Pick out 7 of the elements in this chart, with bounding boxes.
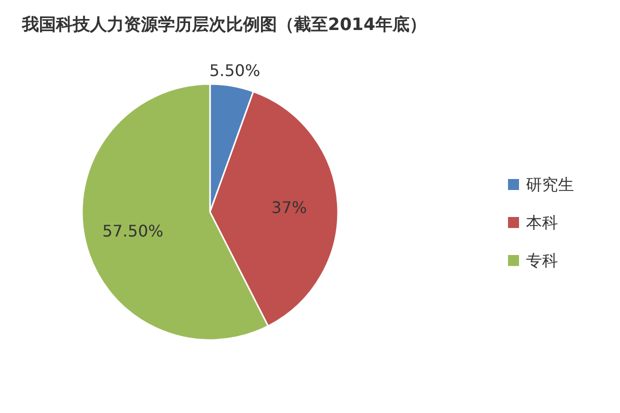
data-label: 37% [271, 198, 307, 218]
legend-label: 专科 [526, 251, 558, 270]
chart-title: 我国科技人力资源学历层次比例图（截至2014年底） [21, 15, 426, 35]
data-label: 57.50% [102, 222, 164, 241]
data-label: 5.50% [209, 61, 260, 80]
legend-label: 本科 [526, 213, 558, 232]
legend-label: 研究生 [526, 175, 574, 194]
